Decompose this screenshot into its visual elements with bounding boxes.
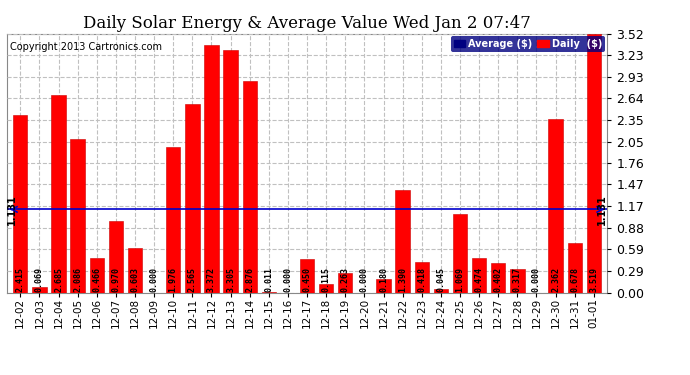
- Text: 1.976: 1.976: [169, 267, 178, 292]
- Bar: [300, 260, 314, 292]
- Text: 3.372: 3.372: [207, 267, 216, 292]
- Bar: [90, 258, 104, 292]
- Bar: [166, 147, 180, 292]
- Text: 0.402: 0.402: [494, 267, 503, 292]
- Text: 0.678: 0.678: [570, 267, 579, 292]
- Text: 0.180: 0.180: [379, 267, 388, 292]
- Legend: Average ($), Daily  ($): Average ($), Daily ($): [451, 36, 605, 51]
- Text: 0.000: 0.000: [532, 267, 541, 292]
- Text: 1.131: 1.131: [597, 194, 607, 225]
- Text: 2.565: 2.565: [188, 267, 197, 292]
- Text: 0.263: 0.263: [341, 267, 350, 292]
- Text: 2.362: 2.362: [551, 267, 560, 292]
- Bar: [13, 115, 28, 292]
- Text: 0.317: 0.317: [513, 267, 522, 292]
- Text: 0.011: 0.011: [264, 267, 273, 292]
- Text: 0.115: 0.115: [322, 267, 331, 292]
- Text: 0.000: 0.000: [284, 267, 293, 292]
- Text: 2.876: 2.876: [245, 267, 254, 292]
- Text: 0.466: 0.466: [92, 267, 101, 292]
- Text: 0.970: 0.970: [111, 267, 120, 292]
- Bar: [453, 214, 467, 292]
- Bar: [491, 263, 505, 292]
- Text: 0.474: 0.474: [475, 267, 484, 292]
- Text: 3.305: 3.305: [226, 267, 235, 292]
- Bar: [242, 81, 257, 292]
- Bar: [395, 190, 410, 292]
- Bar: [586, 34, 601, 292]
- Bar: [51, 95, 66, 292]
- Bar: [109, 221, 123, 292]
- Bar: [415, 262, 429, 292]
- Bar: [224, 50, 238, 292]
- Text: 2.685: 2.685: [54, 267, 63, 292]
- Text: 0.450: 0.450: [302, 267, 312, 292]
- Bar: [472, 258, 486, 292]
- Text: 3.519: 3.519: [589, 267, 598, 292]
- Text: 0.000: 0.000: [150, 267, 159, 292]
- Bar: [319, 284, 333, 292]
- Text: 0.603: 0.603: [130, 267, 139, 292]
- Bar: [204, 45, 219, 292]
- Bar: [568, 243, 582, 292]
- Text: 0.069: 0.069: [35, 267, 44, 292]
- Bar: [128, 248, 142, 292]
- Title: Daily Solar Energy & Average Value Wed Jan 2 07:47: Daily Solar Energy & Average Value Wed J…: [83, 15, 531, 32]
- Bar: [549, 119, 563, 292]
- Bar: [185, 104, 199, 292]
- Bar: [32, 287, 46, 292]
- Text: Copyright 2013 Cartronics.com: Copyright 2013 Cartronics.com: [10, 42, 162, 51]
- Bar: [376, 279, 391, 292]
- Text: 2.086: 2.086: [73, 267, 82, 292]
- Text: 0.418: 0.418: [417, 267, 426, 292]
- Text: 2.415: 2.415: [16, 267, 25, 292]
- Bar: [338, 273, 353, 292]
- Bar: [434, 289, 448, 292]
- Text: 0.045: 0.045: [436, 267, 445, 292]
- Bar: [510, 269, 524, 292]
- Text: 1.069: 1.069: [455, 267, 464, 292]
- Text: 1.390: 1.390: [398, 267, 407, 292]
- Text: 1.131: 1.131: [8, 194, 17, 225]
- Bar: [70, 139, 85, 292]
- Text: 0.000: 0.000: [360, 267, 369, 292]
